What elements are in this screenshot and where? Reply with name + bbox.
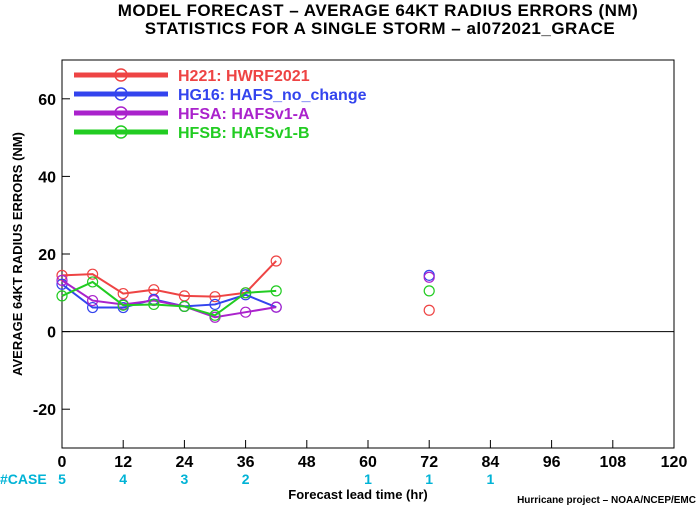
legend-marker (114, 68, 128, 82)
series-line (61, 280, 277, 317)
legend-label: HFSA: HAFSv1-A (178, 106, 310, 123)
x-axis-label: Forecast lead time (hr) (288, 487, 427, 502)
x-tick-label: 84 (482, 454, 500, 471)
data-point (178, 300, 190, 312)
legend-entry-3: HFSB: HAFSv1-B (74, 125, 310, 142)
plot-frame (61, 59, 675, 449)
data-point (86, 268, 99, 280)
data-point (270, 255, 282, 267)
x-tick-label: 0 (58, 454, 67, 471)
case-label: #CASE (0, 471, 47, 487)
y-tick-label: 20 (38, 247, 56, 264)
chart-title: MODEL FORECAST – AVERAGE 64KT RADIUS ERR… (118, 1, 639, 20)
y-tick-label: 40 (38, 169, 56, 186)
data-point (86, 276, 99, 288)
legend-label: H221: HWRF2021 (178, 68, 310, 85)
x-tick-label: 60 (359, 454, 377, 471)
legend: H221: HWRF2021 HG16: HAFS_no_change HFSA: … (74, 68, 367, 142)
case-count: 5 (58, 471, 66, 487)
x-tick-label: 12 (114, 454, 132, 471)
y-tick-label: 0 (47, 325, 56, 342)
chart-subtitle: STATISTICS FOR A SINGLE STORM – al072021… (145, 19, 615, 38)
data-point (148, 298, 160, 311)
data-point (423, 285, 435, 297)
case-count: 1 (487, 471, 495, 487)
data-point (56, 290, 68, 302)
y-axis-label: AVERAGE 64KT RADIUS ERRORS (NM) (10, 132, 25, 376)
series-layer (56, 255, 435, 323)
legend-marker (114, 125, 128, 139)
data-point (86, 294, 99, 307)
case-count: 4 (119, 471, 127, 487)
y-axis-ticks: -20 0 20 40 60 (33, 92, 70, 419)
case-count: 1 (364, 471, 372, 487)
data-point (117, 299, 129, 311)
data-point (86, 301, 99, 314)
x-tick-label: 72 (420, 454, 438, 471)
x-tick-label: 96 (543, 454, 561, 471)
data-point (423, 271, 435, 283)
legend-entry-1: HG16: HAFS_no_change (74, 87, 367, 104)
case-count: 3 (181, 471, 189, 487)
case-row: #CASE 5 4 3 2 1 1 1 (0, 471, 495, 487)
legend-entry-0: H221: HWRF2021 (74, 68, 310, 85)
data-point (56, 274, 68, 286)
legend-marker (114, 106, 128, 120)
data-point (209, 291, 221, 303)
data-point (148, 294, 160, 307)
x-tick-label: 120 (661, 454, 688, 471)
x-tick-label: 48 (298, 454, 316, 471)
legend-entry-2: HFSA: HAFSv1-A (74, 106, 310, 123)
credit-label: Hurricane project – NOAA/NCEP/EMC (517, 495, 696, 506)
series-3 (56, 276, 435, 321)
data-point (209, 309, 221, 321)
case-count: 2 (242, 471, 250, 487)
data-point (240, 287, 252, 299)
x-tick-label: 36 (237, 454, 255, 471)
case-count: 1 (425, 471, 433, 487)
data-point (423, 304, 435, 316)
y-tick-label: 60 (38, 92, 56, 109)
x-tick-label: 24 (176, 454, 194, 471)
series-0 (56, 255, 435, 316)
data-point (117, 287, 129, 300)
data-point (240, 306, 252, 318)
data-point (270, 285, 282, 297)
data-point (209, 298, 221, 311)
legend-label: HG16: HAFS_no_change (178, 87, 367, 104)
data-point (270, 301, 282, 313)
y-tick-label: -20 (33, 402, 56, 419)
legend-label: HFSB: HAFSv1-B (178, 125, 310, 142)
legend-marker (114, 87, 128, 101)
x-axis-ticks: 0 12 24 36 48 60 72 84 96 108 120 (58, 440, 688, 471)
data-point (56, 269, 68, 281)
x-tick-label: 108 (599, 454, 626, 471)
